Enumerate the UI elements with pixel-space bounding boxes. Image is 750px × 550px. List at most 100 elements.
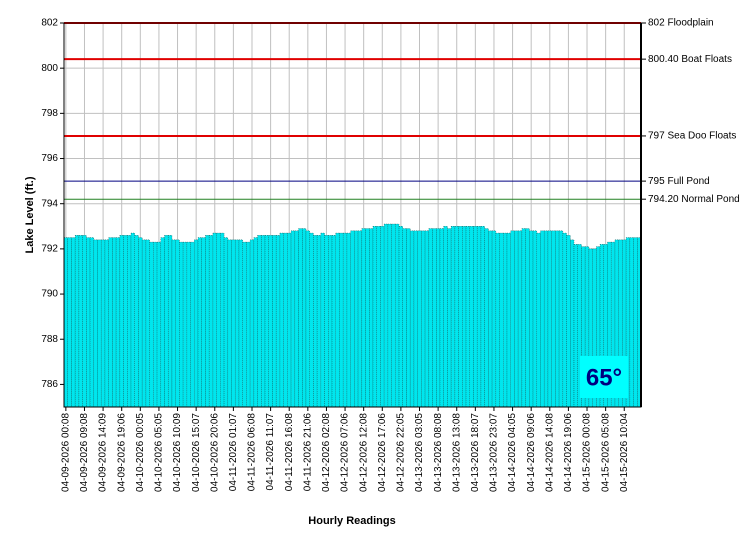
bar — [97, 239, 102, 408]
bar — [395, 223, 400, 408]
bar — [78, 235, 83, 408]
y-tick-label: 790 — [41, 289, 58, 300]
bar — [454, 226, 459, 408]
y-tick-label: 796 — [41, 153, 58, 164]
bar — [558, 230, 564, 408]
bar — [71, 237, 76, 408]
bar — [138, 237, 143, 408]
annotation-box — [580, 356, 628, 398]
bar — [290, 230, 296, 408]
bar — [365, 228, 370, 408]
bar — [369, 228, 374, 408]
bar — [380, 226, 385, 408]
bar — [272, 235, 277, 408]
bar — [484, 228, 489, 408]
bar — [328, 235, 333, 408]
bar — [134, 235, 139, 408]
bar — [67, 237, 72, 408]
bar — [428, 228, 433, 408]
reference-label: 800.40 Boat Floats — [648, 54, 732, 65]
bar — [450, 226, 456, 408]
bar — [149, 241, 154, 408]
bar — [525, 228, 530, 408]
bar — [179, 241, 184, 408]
bar — [573, 244, 578, 408]
bar — [201, 237, 206, 408]
bar — [342, 232, 348, 408]
bar — [540, 230, 545, 408]
y-tick-label: 800 — [41, 63, 58, 74]
bar — [409, 230, 415, 408]
bar — [320, 232, 325, 408]
x-tick-label: 04-13-2026 03:05 — [414, 413, 425, 492]
bar — [443, 226, 448, 408]
bar — [167, 235, 173, 408]
bar — [551, 230, 556, 408]
x-tick-label: 04-11-2026 21:06 — [302, 413, 313, 492]
bar — [335, 232, 340, 408]
bar — [74, 235, 80, 408]
bar — [298, 228, 303, 408]
bar — [436, 228, 441, 408]
y-axis-label: Lake Level (ft.) — [24, 176, 36, 253]
bar — [287, 232, 292, 408]
bar — [242, 241, 247, 408]
bar — [309, 232, 314, 408]
bar — [324, 235, 329, 408]
bar — [220, 232, 225, 408]
bar — [439, 228, 444, 408]
bar — [141, 239, 147, 408]
x-tick-label: 04-13-2026 18:07 — [470, 413, 481, 492]
bar — [164, 235, 169, 408]
bar — [223, 237, 229, 408]
bar — [529, 230, 534, 408]
bar — [331, 235, 336, 408]
bar — [517, 230, 523, 408]
bar — [514, 230, 519, 408]
bar — [246, 241, 251, 408]
x-tick-label: 04-14-2026 14:08 — [544, 413, 555, 492]
y-tick-label: 798 — [41, 108, 58, 119]
bar — [447, 228, 452, 408]
x-tick-label: 04-15-2026 00:08 — [582, 413, 593, 492]
bar — [417, 230, 422, 408]
bar — [153, 241, 158, 408]
bar — [264, 235, 269, 408]
x-tick-label: 04-13-2026 13:08 — [451, 413, 462, 492]
bar — [402, 228, 407, 408]
x-tick-label: 04-12-2026 22:05 — [396, 413, 407, 492]
bar — [182, 241, 188, 408]
x-tick-label: 04-12-2026 07:06 — [340, 413, 351, 492]
bar — [108, 237, 113, 408]
bar — [313, 235, 318, 408]
bar — [480, 226, 485, 408]
bar — [316, 235, 322, 408]
bar — [112, 237, 117, 408]
reference-label: 797 Sea Doo Floats — [648, 131, 736, 142]
bar — [253, 237, 258, 408]
bar — [562, 232, 567, 408]
bar — [398, 226, 404, 408]
bar — [391, 223, 396, 408]
bar — [499, 232, 504, 408]
bar — [581, 246, 586, 408]
x-tick-label: 04-09-2026 19:06 — [116, 413, 127, 492]
bar — [238, 239, 243, 408]
x-tick-label: 04-11-2026 01:07 — [228, 413, 239, 492]
bar — [424, 230, 430, 408]
bar — [476, 226, 482, 408]
bar — [160, 237, 165, 408]
bar — [89, 237, 95, 408]
x-tick-label: 04-15-2026 10:04 — [619, 413, 630, 492]
bar — [488, 230, 493, 408]
bar — [275, 235, 281, 408]
bar — [383, 223, 389, 408]
x-tick-label: 04-09-2026 00:08 — [61, 413, 72, 492]
x-tick-label: 04-10-2026 15:07 — [191, 413, 202, 492]
bar — [130, 232, 135, 408]
bar — [491, 230, 497, 408]
reference-label: 794.20 Normal Pond — [648, 194, 740, 205]
y-tick-label: 794 — [41, 198, 58, 209]
